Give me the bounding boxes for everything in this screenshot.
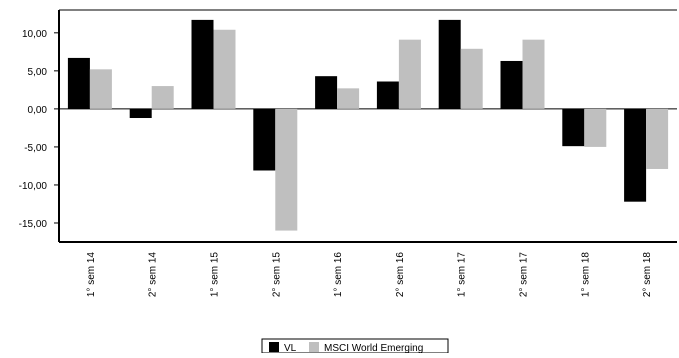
bar-msci-1 — [151, 86, 174, 109]
bar-msci-8 — [584, 108, 607, 147]
bars-group — [67, 19, 669, 231]
bar-msci-5 — [398, 39, 421, 109]
y-tick-label: -5,00 — [24, 143, 47, 154]
bar-vl-5 — [376, 81, 399, 109]
x-category-label: 1° sem 14 — [86, 252, 97, 298]
x-category-label: 2° sem 15 — [271, 252, 282, 298]
x-category-label: 1° sem 15 — [210, 252, 221, 298]
bar-vl-3 — [253, 108, 276, 171]
x-category-label: 2° sem 14 — [148, 252, 159, 298]
legend-swatch-msci — [309, 342, 319, 352]
bar-vl-1 — [129, 108, 152, 119]
x-category-label: 1° sem 16 — [333, 252, 344, 298]
bar-vl-9 — [624, 108, 647, 202]
bar-msci-6 — [460, 48, 483, 109]
bar-msci-4 — [337, 88, 360, 109]
x-axis-labels: 1° sem 14 2° sem 14 1° sem 15 2° sem 15 1° s… — [86, 252, 653, 298]
y-tick-label: 5,00 — [28, 67, 48, 78]
bar-msci-7 — [522, 39, 545, 109]
y-tick-label: 10,00 — [22, 29, 47, 40]
y-axis-ticks: 10,00 5,00 0,00 -5,00 -10,00 -15,00 — [19, 29, 59, 230]
y-tick-label: -10,00 — [19, 181, 48, 192]
y-tick-label: -15,00 — [19, 219, 48, 230]
legend-label-vl: VL — [284, 343, 297, 353]
legend-label-msci: MSCI World Emerging — [324, 343, 423, 353]
x-category-label: 1° sem 17 — [457, 252, 468, 298]
bar-vl-2 — [191, 19, 214, 109]
x-category-label: 2° sem 18 — [642, 252, 653, 298]
bar-vl-0 — [67, 57, 90, 109]
bar-vl-4 — [315, 76, 338, 109]
bar-vl-8 — [562, 108, 585, 147]
bar-msci-2 — [213, 29, 236, 109]
bar-msci-3 — [275, 108, 298, 231]
x-category-label: 2° sem 16 — [395, 252, 406, 298]
bar-vl-6 — [438, 19, 461, 109]
legend-swatch-vl — [269, 342, 279, 352]
x-category-label: 1° sem 18 — [580, 252, 591, 298]
y-tick-label: 0,00 — [28, 105, 48, 116]
bar-vl-7 — [500, 60, 523, 109]
x-category-label: 2° sem 17 — [519, 252, 530, 298]
bar-msci-0 — [89, 69, 112, 109]
legend: VL MSCI World Emerging — [261, 338, 449, 354]
bar-msci-9 — [646, 108, 669, 169]
